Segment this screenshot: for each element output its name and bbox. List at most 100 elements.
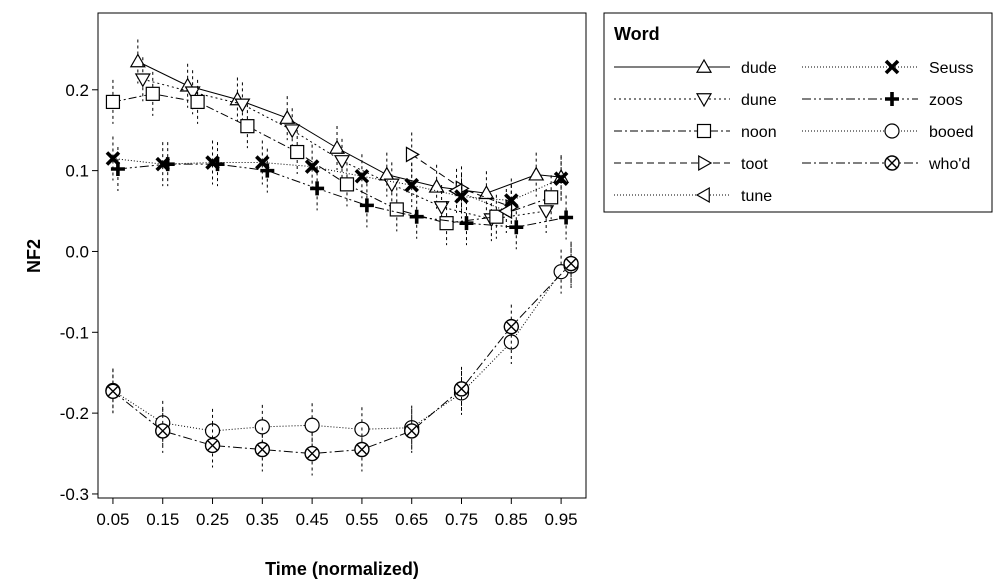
legend-item-toot: toot [614,154,768,173]
legend-marker-dune [695,93,713,108]
x-tick-label: 0.65 [395,510,428,529]
y-tick-label: -0.1 [60,323,89,342]
legend-label: noon [741,124,777,141]
data-point-dune [184,86,201,101]
legend-marker-dude [695,58,713,73]
data-point-who-d [204,437,221,454]
data-point-zoos [559,210,574,225]
data-point-zoos [509,220,524,235]
data-point-noon [240,119,255,134]
data-point-noon [190,94,205,110]
y-tick-label: 0.2 [65,81,89,100]
data-point-seuss [354,169,370,184]
legend-item-zoos: zoos [802,92,963,109]
data-point-zoos [260,163,275,178]
data-point-who-d [105,383,121,399]
data-point-who-d [304,445,320,462]
series-seuss [105,136,569,223]
data-point-noon [339,177,355,192]
legend-label: toot [741,156,768,173]
legend-marker-who-d [884,155,900,171]
legend-marker-zoos [885,92,899,106]
x-tick-label: 0.45 [296,510,329,529]
data-point-dude [478,185,495,200]
legend-item-dude: dude [614,58,777,77]
series-noon [105,71,559,246]
data-point-dune [284,124,301,139]
series-line-noon [112,93,552,224]
data-point-dune [134,73,151,88]
data-point-dune [333,155,351,170]
plot-area-frame [97,12,587,499]
data-point-noon [489,209,504,224]
data-point-toot [405,146,420,163]
data-point-dude [328,139,346,154]
data-point-seuss [504,193,519,208]
legend-label: booed [929,124,974,141]
data-point-dude [528,166,545,181]
y-tick-label: -0.2 [60,404,89,423]
data-point-noon [389,202,404,217]
x-tick-label: 0.95 [545,510,578,529]
data-point-zoos [110,162,125,177]
legend-label: tune [741,188,772,205]
data-point-zoos [210,157,225,172]
data-point-noon [439,216,454,231]
x-tick-label: 0.55 [345,510,378,529]
legend-marker-noon [696,123,712,139]
data-point-who-d [354,441,370,458]
y-tick-label: 0.1 [65,162,89,181]
legend-label: zoos [929,92,963,109]
legend-item-tune: tune [614,186,772,205]
data-point-dune [383,178,400,193]
data-point-who-d [254,441,271,458]
legend-item-who-d: who'd [802,155,970,173]
series-line-dune [142,78,547,220]
legend-title: Word [614,24,660,44]
legend-box [603,12,993,213]
series-line-seuss [112,158,562,202]
legend-item-noon: noon [614,123,777,141]
data-point-zoos [459,216,474,231]
data-point-noon [145,86,160,101]
legend-item-booed: booed [802,123,974,141]
data-point-seuss [454,189,469,204]
x-tick-label: 0.15 [146,510,179,529]
data-point-booed [304,417,320,433]
data-point-who-d [155,423,171,439]
legend-label: Seuss [929,60,973,77]
x-tick-label: 0.35 [246,510,279,529]
series-zoos [110,142,574,250]
x-tick-label: 0.75 [445,510,478,529]
series-who-d [105,241,579,476]
legend-marker-seuss [884,59,900,75]
data-point-noon [544,190,559,205]
x-tick-label: 0.25 [196,510,229,529]
data-point-dude [129,53,146,68]
data-point-zoos [160,157,175,172]
legend-label: who'd [928,156,970,173]
data-point-dune [433,201,450,216]
data-point-seuss [553,171,569,186]
data-point-zoos [310,181,325,196]
legend-marker-booed [884,123,900,139]
data-point-who-d [563,255,579,272]
y-tick-label: -0.3 [60,485,89,504]
data-point-zoos [409,209,424,224]
data-point-seuss [304,159,320,174]
x-tick-label: 0.85 [495,510,528,529]
y-tick-label: 0.0 [65,242,89,261]
data-point-noon [105,94,121,110]
data-point-seuss [404,177,419,193]
data-point-noon [290,144,305,160]
legend-label: dude [741,60,777,77]
series-dune [134,57,555,242]
data-point-dude [428,178,445,193]
legend-marker-toot [698,154,713,172]
series-line-who-d [112,263,572,455]
series-line-booed [112,265,572,432]
data-point-dude [279,109,296,124]
data-point-who-d [404,423,420,439]
legend-marker-tune [695,186,710,204]
